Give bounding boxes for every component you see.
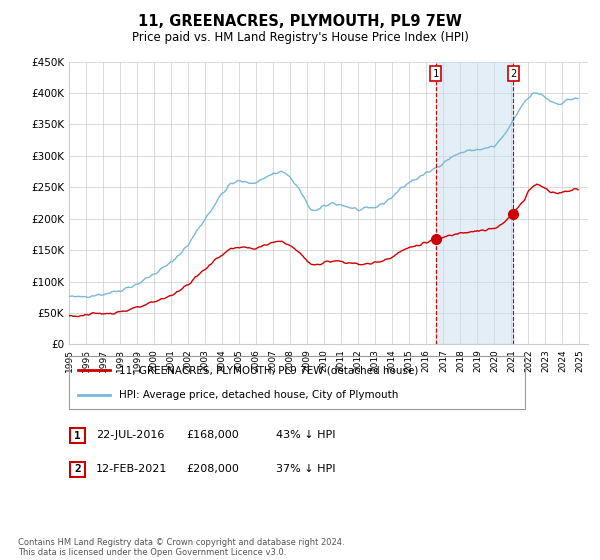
Text: Contains HM Land Registry data © Crown copyright and database right 2024.
This d: Contains HM Land Registry data © Crown c… <box>18 538 344 557</box>
Text: £168,000: £168,000 <box>186 430 239 440</box>
Text: 1: 1 <box>433 69 439 78</box>
Text: £208,000: £208,000 <box>186 464 239 474</box>
Text: 1: 1 <box>74 431 81 441</box>
Text: Price paid vs. HM Land Registry's House Price Index (HPI): Price paid vs. HM Land Registry's House … <box>131 31 469 44</box>
Text: 11, GREENACRES, PLYMOUTH, PL9 7EW (detached house): 11, GREENACRES, PLYMOUTH, PL9 7EW (detac… <box>119 366 419 376</box>
Text: 37% ↓ HPI: 37% ↓ HPI <box>276 464 335 474</box>
Bar <box>436 62 514 344</box>
Text: 43% ↓ HPI: 43% ↓ HPI <box>276 430 335 440</box>
Text: 2: 2 <box>74 464 81 474</box>
Text: 2: 2 <box>511 69 517 78</box>
Text: 12-FEB-2021: 12-FEB-2021 <box>96 464 167 474</box>
Text: 11, GREENACRES, PLYMOUTH, PL9 7EW: 11, GREENACRES, PLYMOUTH, PL9 7EW <box>138 14 462 29</box>
Text: HPI: Average price, detached house, City of Plymouth: HPI: Average price, detached house, City… <box>119 390 398 400</box>
Text: 22-JUL-2016: 22-JUL-2016 <box>96 430 164 440</box>
